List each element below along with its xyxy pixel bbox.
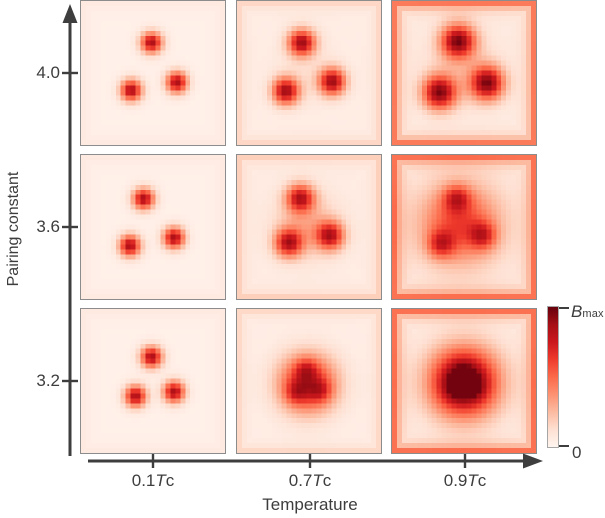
y-tick-label-4.0: 4.0	[36, 63, 60, 82]
x-tick-prefix: 0.9	[443, 471, 468, 490]
heatmap-canvas	[392, 1, 536, 145]
heatmap-panel-3.6-0.1Tc	[80, 154, 226, 300]
heatmap-panel-3.6-0.9Tc	[391, 154, 537, 300]
heatmap-panel-3.2-0.1Tc	[80, 308, 226, 454]
heatmap-panel-4.0-0.7Tc	[236, 0, 382, 146]
x-tick-sub: c	[165, 471, 175, 490]
heatmap-panel-4.0-0.9Tc	[391, 0, 537, 146]
y-tick-label-3.2: 3.2	[36, 371, 60, 390]
heatmap-canvas	[237, 155, 381, 299]
x-tick-symbol: T	[467, 471, 478, 490]
x-tick-sub: c	[477, 471, 487, 490]
colorbar-max-label: Bmax	[571, 302, 604, 324]
x-tick-sub: c	[322, 471, 332, 490]
y-tick-label-3.6: 3.6	[36, 217, 60, 236]
heatmap-panel-4.0-0.1Tc	[80, 0, 226, 146]
x-tick-label-0.9Tc: 0.9Tc	[415, 471, 515, 491]
heatmap-panel-3.6-0.7Tc	[236, 154, 382, 300]
x-tick-label-0.7Tc: 0.7Tc	[260, 471, 360, 491]
heatmap-panel-3.2-0.9Tc	[391, 308, 537, 454]
heatmap-canvas	[392, 155, 536, 299]
heatmap-canvas	[81, 309, 225, 453]
x-tick-symbol: T	[155, 471, 166, 490]
colorbar	[547, 306, 559, 448]
x-tick-label-0.1Tc: 0.1Tc	[103, 471, 203, 491]
x-tick-prefix: 0.1	[131, 471, 156, 490]
y-axis-arrowhead-icon	[62, 4, 78, 23]
x-tick-prefix: 0.7	[288, 471, 313, 490]
heatmap-canvas	[237, 1, 381, 145]
heatmap-panel-3.2-0.7Tc	[236, 308, 382, 454]
x-axis-arrowhead-icon	[523, 453, 543, 469]
heatmap-canvas	[81, 155, 225, 299]
colorbar-max-sub: max	[582, 308, 604, 320]
x-tick-symbol: T	[312, 471, 323, 490]
x-axis-title: Temperature	[262, 495, 358, 514]
heatmap-canvas	[392, 309, 536, 453]
colorbar-min-label: 0	[572, 443, 582, 462]
heatmap-canvas	[237, 309, 381, 453]
colorbar-max-symbol: B	[571, 302, 583, 321]
heatmap-canvas	[81, 1, 225, 145]
